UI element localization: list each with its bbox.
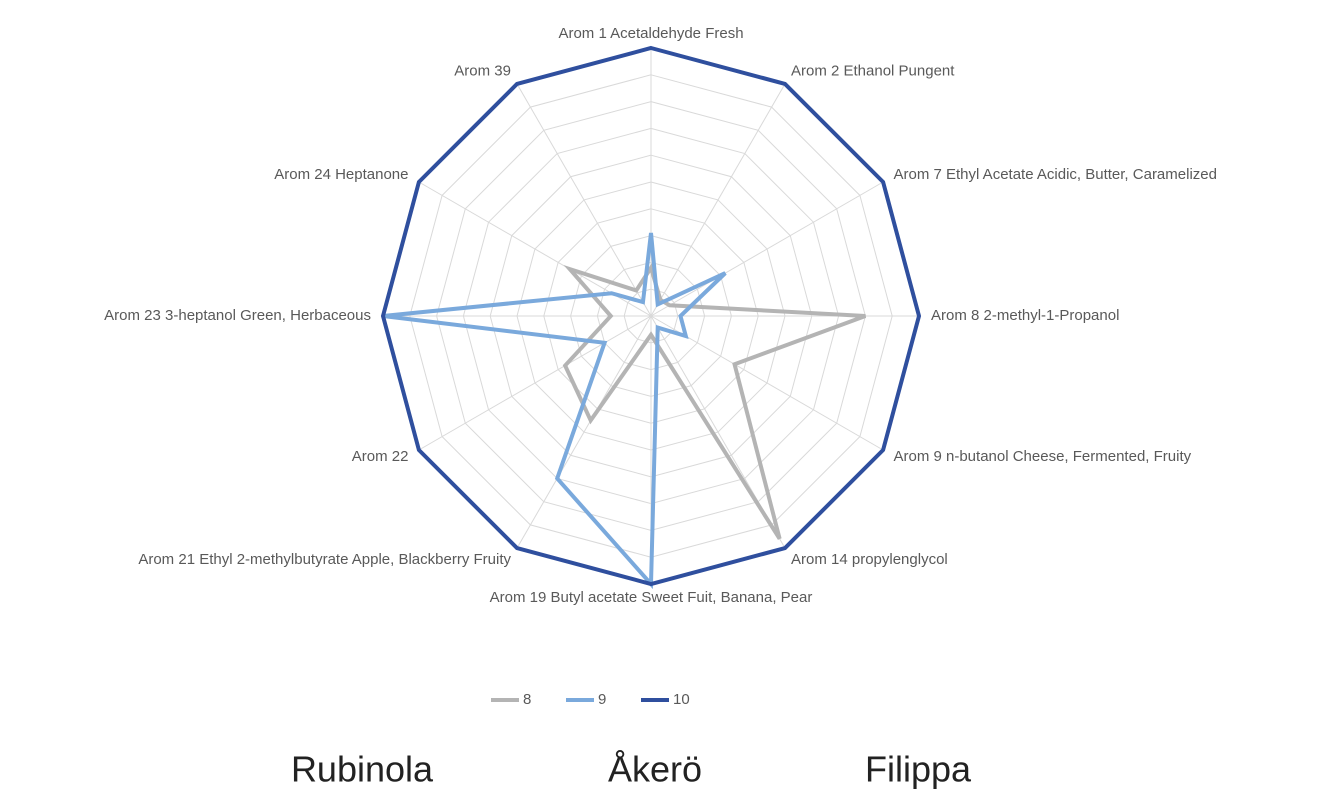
axis-label: Arom 24 Heptanone <box>274 166 408 183</box>
axis-label: Arom 2 Ethanol Pungent <box>791 63 955 80</box>
series-line <box>380 45 922 587</box>
axis-label: Arom 21 Ethyl 2-methylbutyrate Apple, Bl… <box>138 551 511 568</box>
axis-label: Arom 23 3-heptanol Green, Herbaceous <box>104 307 371 324</box>
legend-label: 9 <box>598 691 606 708</box>
axis-label: Arom 22 <box>352 448 409 465</box>
spoke <box>516 315 652 549</box>
spoke <box>650 181 884 317</box>
axis-label: Arom 1 Acetaldehyde Fresh <box>558 25 743 42</box>
axis-label: Arom 39 <box>454 63 511 80</box>
axis-label: Arom 9 n-butanol Cheese, Fermented, Frui… <box>893 448 1191 465</box>
spoke <box>650 315 884 451</box>
footer-label: Åkerö <box>608 749 702 790</box>
series-line <box>562 263 867 540</box>
axis-label: Arom 7 Ethyl Acetate Acidic, Butter, Car… <box>893 166 1216 183</box>
spoke <box>650 83 786 317</box>
legend-label: 10 <box>673 691 690 708</box>
axis-label: Arom 14 propylenglycol <box>791 551 948 568</box>
axis-label: Arom 19 Butyl acetate Sweet Fuit, Banana… <box>490 589 813 606</box>
axis-label: Arom 8 2-methyl-1-Propanol <box>931 307 1119 324</box>
legend-label: 8 <box>523 691 531 708</box>
footer-label: Rubinola <box>291 749 434 790</box>
spoke <box>418 315 652 451</box>
spoke <box>516 83 652 317</box>
footer-label: Filippa <box>865 749 972 790</box>
